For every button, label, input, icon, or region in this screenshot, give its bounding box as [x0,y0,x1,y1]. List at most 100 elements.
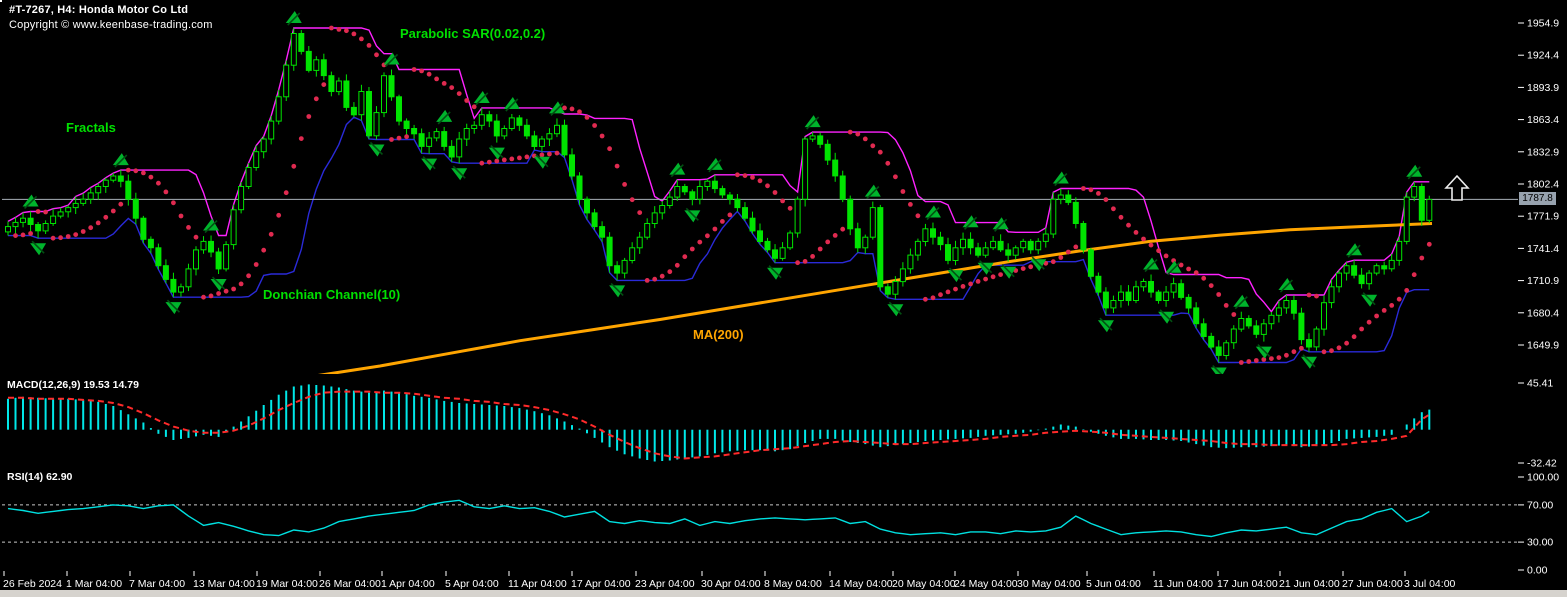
psar-dot [1081,186,1086,191]
psar-dot [810,254,815,259]
psar-dot [1208,283,1214,288]
psar-dot [547,151,552,157]
time-tick-label: 24 May 04:00 [954,578,1018,590]
psar-dot [938,292,943,298]
psar-dot [133,168,139,174]
psar-dot [599,133,605,139]
price-tick-label: 1893.9 [1527,82,1559,94]
psar-dot [486,159,492,165]
psar-dot [253,262,259,267]
price-tick-label: 1741.4 [1527,243,1559,255]
psar-dot [562,105,567,111]
psar-dot [780,198,785,204]
psar-dot [1351,334,1357,340]
psar-dot [434,76,439,82]
rsi-panel[interactable] [0,0,2,2]
main-chart-layer [2,11,1518,374]
psar-dot [1396,296,1402,302]
psar-dot [862,136,868,142]
psar-dot [832,233,838,238]
psar-dot [1291,349,1297,355]
psar-dot [795,260,800,266]
psar-dot [1178,262,1184,268]
psar-dot [998,272,1003,277]
psar-dot [915,213,921,219]
psar-dot [682,254,688,260]
psar-dot [802,259,808,264]
psar-dot [893,174,898,180]
psar-dot [223,288,229,294]
buy-signal-arrow-icon [1444,174,1470,201]
price-tick-label: 1802.4 [1527,178,1559,190]
macd-tick-label: -32.42 [1527,458,1557,470]
psar-dot [637,210,643,216]
psar-dot [441,81,447,86]
psar-dot [757,178,763,184]
psar-dot [1043,260,1049,266]
fractal-up-arrow [992,217,1009,232]
psar-dot [216,291,222,296]
psar-dot [351,31,357,37]
psar-dot [1374,313,1379,319]
psar-dot [817,246,823,252]
psar-dot [359,36,364,42]
psar-dot [652,276,658,282]
fractal-up-arrow [864,184,881,200]
psar-dot [787,205,793,211]
psar-dot [419,68,424,74]
psar-dot [125,167,131,173]
fractal-up-arrow [503,96,520,112]
fractal-up-arrow [473,90,490,106]
fractal-down-arrow [1097,317,1114,333]
psar-dot [629,197,635,203]
psar-dot [674,262,680,268]
time-tick-label: 26 Feb 2024 [3,578,62,590]
psar-dot [840,226,846,232]
window-bottom-edge [0,590,1567,597]
psar-dot [923,296,928,302]
psar-dot [1133,230,1139,235]
psar-dot [1073,244,1079,250]
rsi-tick-label: 30.00 [1527,537,1553,549]
psar-dot [1238,360,1244,365]
time-tick-label: 5 Jun 04:00 [1086,578,1141,590]
time-tick-label: 13 Mar 04:00 [193,578,255,590]
psar-dot [449,85,455,90]
psar-dot [1381,308,1387,313]
psar-dot [283,190,289,196]
psar-dot [908,202,913,207]
psar-dot [847,129,853,135]
psar-dot [163,189,169,195]
psar-dot [208,293,214,299]
fractal-down-arrow [1000,264,1017,279]
psar-dot [1141,236,1146,242]
fractal-up-arrow [1233,294,1250,310]
fractal-up-arrow [1278,278,1295,293]
psar-dot [456,91,462,96]
psar-dot [464,98,470,103]
psar-dot [261,247,267,253]
rsi-tick-label: 0.00 [1527,565,1548,577]
psar-dot [554,150,560,156]
psar-dot [855,131,861,137]
psar-dot [607,146,612,152]
price-tick-label: 1863.4 [1527,114,1559,126]
psar-dot [1284,352,1289,358]
psar-dot [870,143,876,149]
psar-dot [276,212,282,218]
psar-dot [411,67,417,72]
psar-dot [246,273,252,279]
fractal-down-arrow [1361,292,1378,307]
psar-dot [577,109,582,115]
psar-dot [697,239,703,245]
ma200-label: MA(200) [693,327,744,342]
psar-dot [1419,255,1425,261]
price-tick-label: 1954.9 [1527,18,1559,30]
psar-dot [201,294,206,300]
ma200-line [317,222,1433,374]
psar-dot [238,281,244,287]
time-tick-label: 30 May 04:00 [1017,578,1081,590]
psar-dot [171,200,176,206]
time-tick-label: 5 Apr 04:00 [445,578,499,590]
